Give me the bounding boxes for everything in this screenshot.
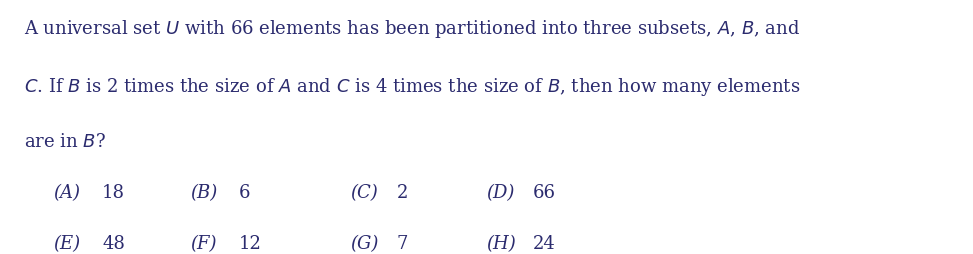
Text: (C): (C) <box>350 183 378 201</box>
Text: (A): (A) <box>54 183 81 201</box>
Text: 12: 12 <box>238 234 262 252</box>
Text: (B): (B) <box>190 183 217 201</box>
Text: (F): (F) <box>190 234 216 252</box>
Text: $\mathit{C}$. If $\mathit{B}$ is 2 times the size of $\mathit{A}$ and $\mathit{C: $\mathit{C}$. If $\mathit{B}$ is 2 times… <box>24 76 801 98</box>
Text: (G): (G) <box>350 234 378 252</box>
Text: 66: 66 <box>533 183 557 201</box>
Text: 6: 6 <box>238 183 250 201</box>
Text: 7: 7 <box>397 234 409 252</box>
Text: 2: 2 <box>397 183 409 201</box>
Text: 18: 18 <box>102 183 126 201</box>
Text: 48: 48 <box>102 234 126 252</box>
Text: A universal set $\mathit{U}$ with 66 elements has been partitioned into three su: A universal set $\mathit{U}$ with 66 ele… <box>24 18 801 40</box>
Text: (D): (D) <box>486 183 515 201</box>
Text: (E): (E) <box>54 234 81 252</box>
Text: are in $\mathit{B}$?: are in $\mathit{B}$? <box>24 132 106 150</box>
Text: (H): (H) <box>486 234 517 252</box>
Text: 24: 24 <box>533 234 556 252</box>
